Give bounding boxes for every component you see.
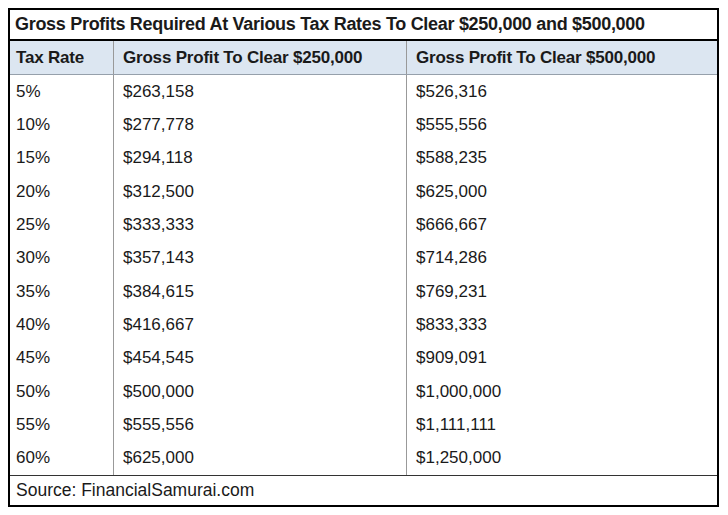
tax-rate-cell: 15% bbox=[10, 142, 114, 175]
source-note: Source: FinancialSamurai.com bbox=[10, 475, 717, 505]
profit-250k-cell: $384,615 bbox=[114, 275, 407, 308]
table-row: 60%$625,000$1,250,000 bbox=[10, 442, 717, 475]
profit-250k-cell: $454,545 bbox=[114, 342, 407, 375]
profit-250k-cell: $312,500 bbox=[114, 175, 407, 208]
column-header-profit-500k: Gross Profit To Clear $500,000 bbox=[407, 41, 717, 74]
table-row: 25%$333,333$666,667 bbox=[10, 208, 717, 241]
page: Gross Profits Required At Various Tax Ra… bbox=[0, 0, 728, 515]
tax-rate-cell: 20% bbox=[10, 175, 114, 208]
tax-rate-cell: 5% bbox=[10, 75, 114, 108]
profit-500k-cell: $714,286 bbox=[407, 242, 717, 275]
table-row: 55%$555,556$1,111,111 bbox=[10, 408, 717, 441]
profit-500k-cell: $1,111,111 bbox=[407, 408, 717, 441]
table-row: 15%$294,118$588,235 bbox=[10, 142, 717, 175]
profit-250k-cell: $294,118 bbox=[114, 142, 407, 175]
table-row: 40%$416,667$833,333 bbox=[10, 308, 717, 341]
profit-250k-cell: $277,778 bbox=[114, 108, 407, 141]
profit-250k-cell: $500,000 bbox=[114, 375, 407, 408]
profit-500k-cell: $666,667 bbox=[407, 208, 717, 241]
column-header-tax-rate: Tax Rate bbox=[10, 41, 114, 74]
column-header-profit-250k: Gross Profit To Clear $250,000 bbox=[114, 41, 407, 74]
table-row: 20%$312,500$625,000 bbox=[10, 175, 717, 208]
tax-rate-cell: 25% bbox=[10, 208, 114, 241]
tax-rate-cell: 35% bbox=[10, 275, 114, 308]
profit-500k-cell: $555,556 bbox=[407, 108, 717, 141]
table-row: 35%$384,615$769,231 bbox=[10, 275, 717, 308]
profit-250k-cell: $357,143 bbox=[114, 242, 407, 275]
tax-rate-cell: 60% bbox=[10, 442, 114, 475]
tax-rate-cell: 55% bbox=[10, 408, 114, 441]
tax-rate-cell: 50% bbox=[10, 375, 114, 408]
profit-250k-cell: $416,667 bbox=[114, 308, 407, 341]
profit-500k-cell: $769,231 bbox=[407, 275, 717, 308]
tax-rate-cell: 45% bbox=[10, 342, 114, 375]
table-row: 5%$263,158$526,316 bbox=[10, 75, 717, 108]
tax-rate-cell: 10% bbox=[10, 108, 114, 141]
tax-rate-cell: 40% bbox=[10, 308, 114, 341]
table-row: 30%$357,143$714,286 bbox=[10, 242, 717, 275]
table-row: 10%$277,778$555,556 bbox=[10, 108, 717, 141]
gross-profits-table: Gross Profits Required At Various Tax Ra… bbox=[8, 8, 719, 507]
profit-500k-cell: $833,333 bbox=[407, 308, 717, 341]
profit-500k-cell: $1,000,000 bbox=[407, 375, 717, 408]
table-body: 5%$263,158$526,31610%$277,778$555,55615%… bbox=[10, 75, 717, 475]
profit-500k-cell: $1,250,000 bbox=[407, 442, 717, 475]
table-title: Gross Profits Required At Various Tax Ra… bbox=[10, 10, 717, 41]
profit-250k-cell: $263,158 bbox=[114, 75, 407, 108]
table-row: 50%$500,000$1,000,000 bbox=[10, 375, 717, 408]
profit-250k-cell: $555,556 bbox=[114, 408, 407, 441]
profit-500k-cell: $588,235 bbox=[407, 142, 717, 175]
table-row: 45%$454,545$909,091 bbox=[10, 342, 717, 375]
table-header-row: Tax Rate Gross Profit To Clear $250,000 … bbox=[10, 41, 717, 75]
tax-rate-cell: 30% bbox=[10, 242, 114, 275]
profit-500k-cell: $625,000 bbox=[407, 175, 717, 208]
profit-250k-cell: $333,333 bbox=[114, 208, 407, 241]
profit-500k-cell: $909,091 bbox=[407, 342, 717, 375]
profit-500k-cell: $526,316 bbox=[407, 75, 717, 108]
profit-250k-cell: $625,000 bbox=[114, 442, 407, 475]
